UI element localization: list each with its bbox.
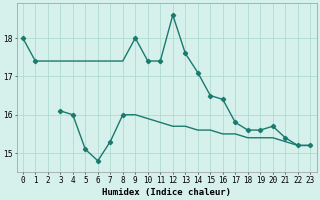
X-axis label: Humidex (Indice chaleur): Humidex (Indice chaleur) [102,188,231,197]
